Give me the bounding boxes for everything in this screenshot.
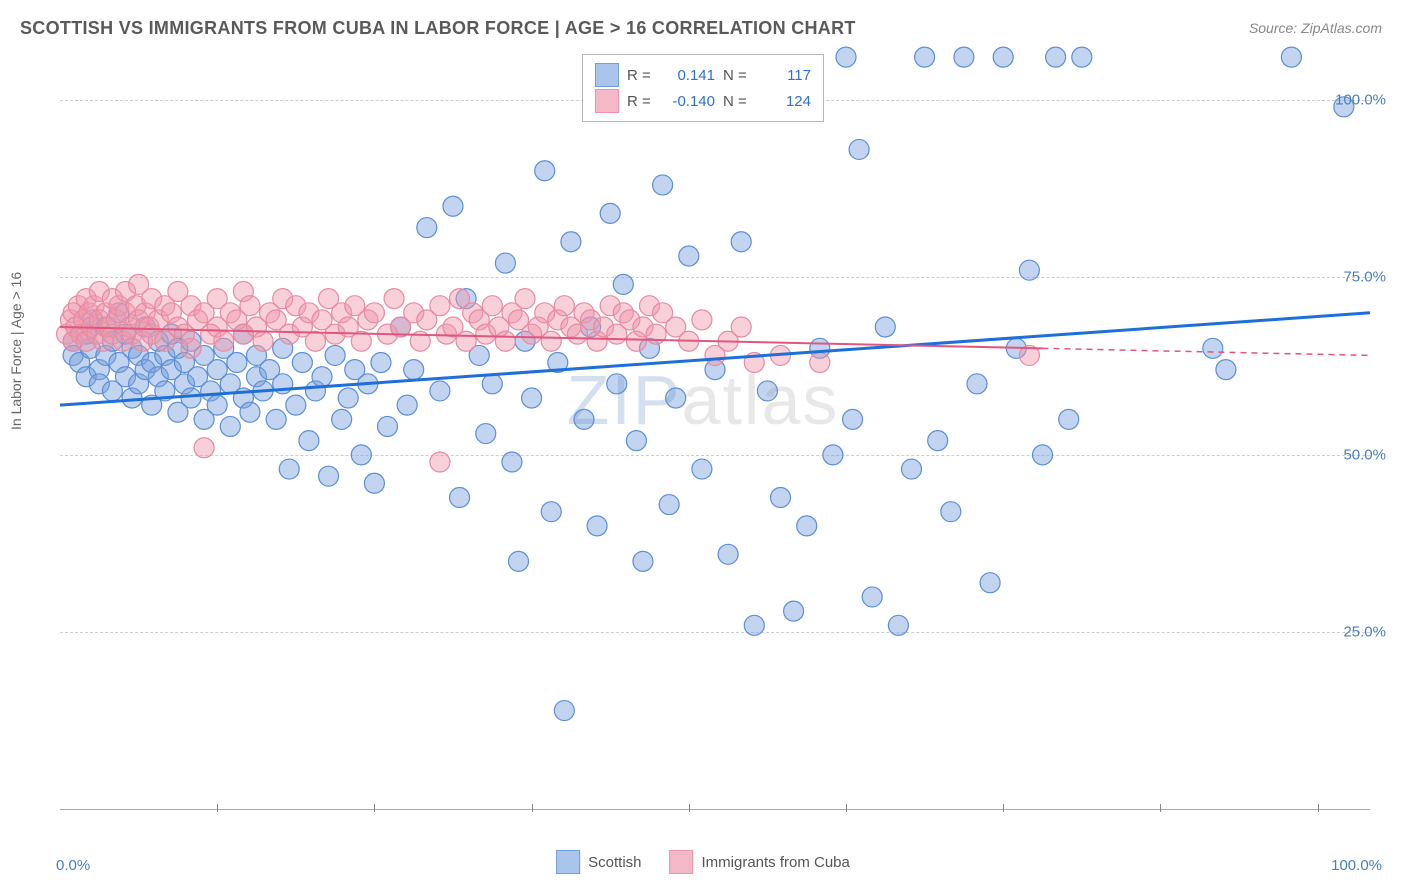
legend-label-cuba: Immigrants from Cuba [701, 854, 849, 871]
y-tick-label: 100.0% [1335, 91, 1386, 108]
scatter-plot-svg [0, 0, 1406, 892]
swatch-cuba [595, 89, 619, 113]
x-axis-min-label: 0.0% [56, 857, 90, 874]
stats-row-cuba: R = -0.140 N = 124 [595, 89, 811, 113]
swatch-scottish [595, 63, 619, 87]
stats-row-scottish: R = 0.141 N = 117 [595, 63, 811, 87]
x-axis-max-label: 100.0% [1331, 857, 1382, 874]
stats-legend-box: R = 0.141 N = 117 R = -0.140 N = 124 [582, 54, 824, 122]
legend-swatch-scottish [556, 850, 580, 874]
r-label: R = [627, 93, 655, 110]
legend-item-scottish: Scottish [556, 850, 641, 874]
r-value-cuba: -0.140 [663, 93, 715, 110]
r-label: R = [627, 67, 655, 84]
y-tick-label: 50.0% [1343, 446, 1386, 463]
r-value-scottish: 0.141 [663, 67, 715, 84]
y-tick-label: 75.0% [1343, 269, 1386, 286]
n-value-cuba: 124 [759, 93, 811, 110]
legend-swatch-cuba [669, 850, 693, 874]
n-label: N = [723, 93, 751, 110]
n-label: N = [723, 67, 751, 84]
n-value-scottish: 117 [759, 67, 811, 84]
y-tick-label: 25.0% [1343, 624, 1386, 641]
legend-label-scottish: Scottish [588, 854, 641, 871]
legend-item-cuba: Immigrants from Cuba [669, 850, 849, 874]
legend-bottom: Scottish Immigrants from Cuba [556, 850, 850, 874]
